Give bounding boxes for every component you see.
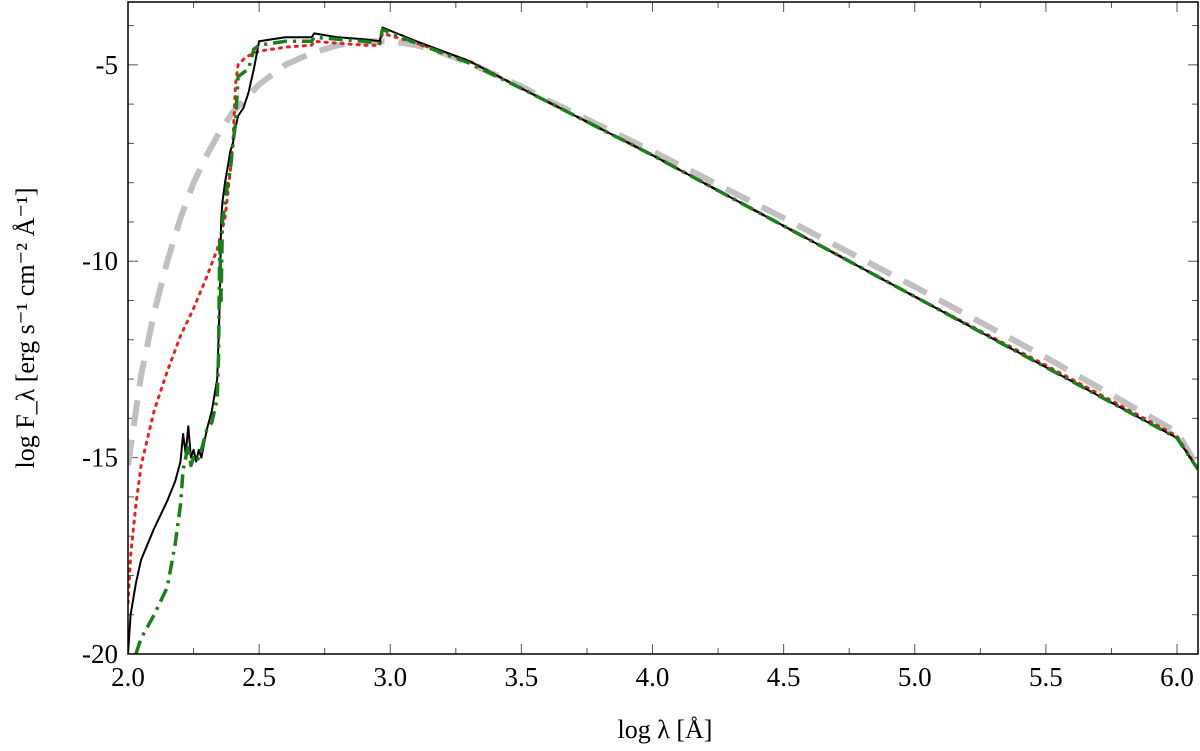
y-tick-label: -15: [82, 443, 118, 473]
x-tick-label: 5.0: [898, 662, 932, 692]
x-tick-label: 4.5: [767, 662, 801, 692]
x-tick-label: 5.5: [1029, 662, 1063, 692]
y-tick-label: -5: [96, 50, 119, 80]
x-tick-label: 3.0: [373, 662, 407, 692]
y-tick-label: -10: [82, 246, 118, 276]
y-axis-label: log F_λ [erg s⁻¹ cm⁻² Å⁻¹]: [11, 187, 40, 468]
x-tick-label: 6.0: [1160, 662, 1194, 692]
x-tick-label: 3.5: [505, 662, 539, 692]
series-line-dashdot: [134, 27, 1198, 654]
tick-labels: 2.0 2.5 3.0 3.5 4.0 4.5 5.0 5.5 6.0 -20 -15 -10 -5: [82, 50, 1194, 692]
plot-background: [128, 2, 1198, 654]
y-tick-label: -20: [82, 639, 118, 669]
plot-frame: [127, 1, 1199, 655]
x-tick-label: 2.0: [111, 662, 145, 692]
x-tick-label: 2.5: [242, 662, 276, 692]
series-line-solid: [128, 26, 1198, 654]
x-tick-label: 4.0: [636, 662, 670, 692]
series-layer: [128, 26, 1198, 654]
axis-ticks: [127, 2, 1198, 655]
x-axis-label: log λ [Å]: [618, 715, 713, 744]
